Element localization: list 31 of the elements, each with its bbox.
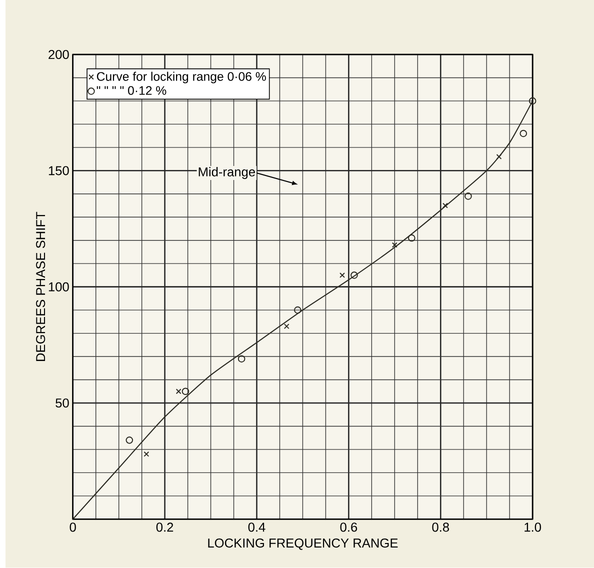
point <box>294 306 302 314</box>
x-tick-label: 1.0 <box>524 522 541 532</box>
x-tick-label: 0 <box>70 522 76 532</box>
point <box>464 192 472 200</box>
point <box>350 272 358 279</box>
x-tick-label: 0.6 <box>340 522 358 532</box>
x-tick-label: 0.2 <box>156 522 174 532</box>
legend-label: " " " " 0·12 % <box>96 86 166 96</box>
x-tick-label: 0.8 <box>432 522 449 532</box>
point <box>442 202 448 208</box>
point <box>144 452 150 457</box>
annotation: Mid-range <box>198 167 255 180</box>
y-tick-label: 150 <box>48 166 69 176</box>
point <box>238 355 246 363</box>
x-tick-label: 0.4 <box>248 522 266 532</box>
y-tick-label: 100 <box>48 282 69 292</box>
y-tick-label: 200 <box>48 50 69 60</box>
point <box>176 388 182 394</box>
point <box>182 388 190 396</box>
point <box>126 436 134 444</box>
point <box>284 324 290 330</box>
point <box>528 97 536 105</box>
y-tick-label: 50 <box>56 398 69 408</box>
y-axis-title: DEGREES PHASE SHIFT <box>36 212 46 362</box>
point <box>520 130 528 138</box>
point <box>392 242 398 248</box>
point <box>408 234 416 242</box>
x-axis-title: LOCKING FREQUENCY RANGE <box>208 538 398 550</box>
point <box>496 154 502 160</box>
legend-label: Curve for locking range 0·06 % <box>96 72 266 84</box>
point <box>340 272 345 278</box>
